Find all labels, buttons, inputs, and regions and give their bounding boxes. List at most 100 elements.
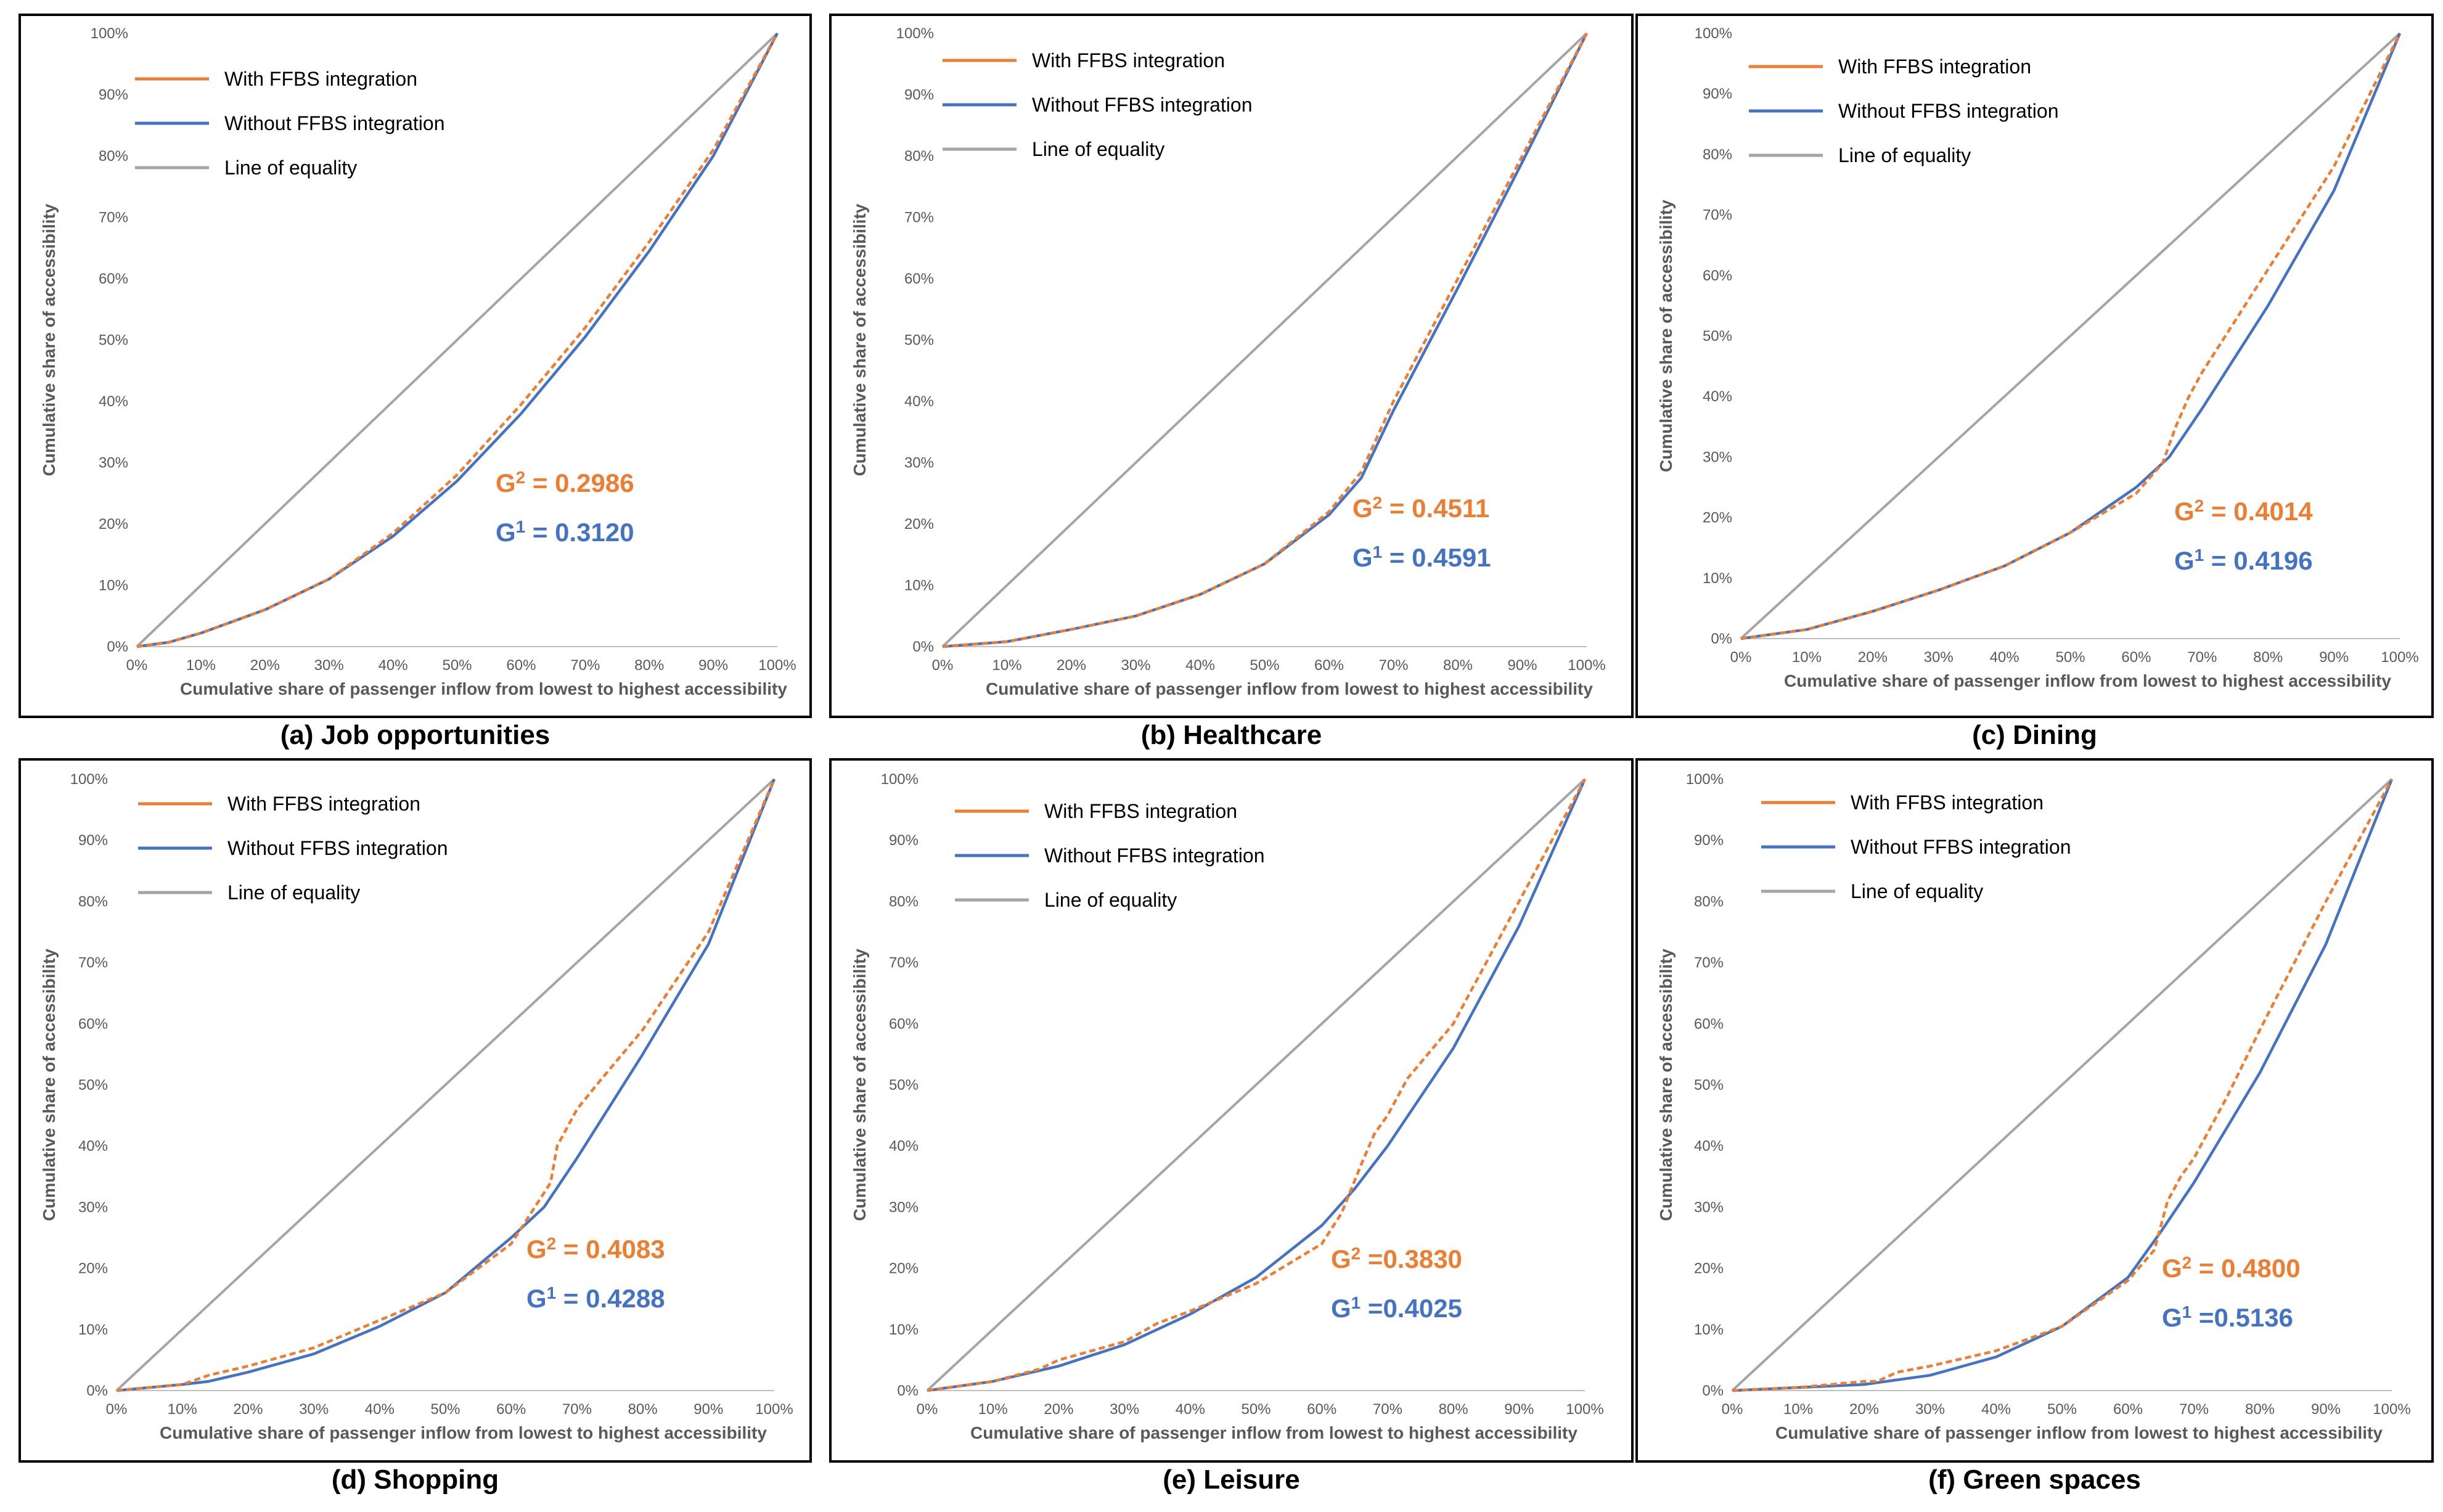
x-tick-label: 20%	[1858, 649, 1888, 666]
x-tick-label: 50%	[2055, 649, 2085, 666]
y-tick-label: 40%	[78, 1138, 108, 1154]
legend-label-equality: Line of equality	[1032, 138, 1164, 160]
series-line-equality	[115, 778, 775, 1392]
x-tick-label: 70%	[562, 1401, 592, 1418]
x-tick-label: 90%	[2311, 1401, 2341, 1418]
gini-with-ffbs: G2 = 0.2986	[496, 468, 634, 497]
chart-svg: 0% 0% 10% 10% 20% 20% 30% 30% 40% 40% 50% 50% 60% 60%…	[39, 771, 793, 1442]
gini-with-ffbs: G2 = 0.4014	[2174, 496, 2313, 526]
x-tick-label: 40%	[365, 1401, 395, 1418]
y-tick-label: 40%	[99, 393, 128, 410]
y-tick-label: 100%	[881, 771, 919, 788]
y-tick-label: 10%	[889, 1322, 919, 1338]
x-tick-label: 80%	[634, 657, 664, 674]
y-tick-label: 0%	[107, 639, 128, 655]
y-tick-label: 100%	[896, 25, 934, 42]
legend-label-with: With FFBS integration	[1044, 800, 1237, 822]
series-line-with	[1740, 33, 2402, 640]
x-tick-label: 20%	[1849, 1401, 1879, 1418]
chart-panel: 0% 0% 10% 10% 20% 20% 30% 30% 40% 40% 50% 50% 60% 60%…	[829, 14, 1634, 718]
x-tick-label: 10%	[1783, 1401, 1813, 1418]
x-tick-label: 0%	[917, 1401, 938, 1418]
y-tick-label: 0%	[897, 1383, 919, 1399]
x-tick-label: 100%	[758, 657, 796, 674]
y-tick-label: 70%	[1694, 955, 1724, 971]
x-tick-label: 0%	[1730, 649, 1752, 666]
y-tick-label: 100%	[70, 771, 108, 788]
x-tick-label: 20%	[250, 657, 280, 674]
gini-with-ffbs: G2 = 0.4083	[526, 1234, 665, 1264]
series-line-with	[116, 778, 776, 1392]
y-tick-label: 60%	[889, 1016, 919, 1032]
x-tick-label: 60%	[2113, 1401, 2143, 1418]
y-tick-label: 90%	[1703, 86, 1732, 102]
y-tick-label: 30%	[78, 1199, 108, 1216]
y-tick-label: 100%	[1686, 771, 1724, 788]
y-tick-label: 40%	[1703, 388, 1732, 405]
y-tick-label: 20%	[1694, 1261, 1724, 1277]
gini-without-ffbs: G1 =0.5136	[2162, 1302, 2293, 1332]
x-tick-label: 60%	[1314, 657, 1344, 674]
x-tick-label: 70%	[1373, 1401, 1402, 1418]
x-tick-label: 90%	[1507, 657, 1537, 674]
legend-label-equality: Line of equality	[224, 157, 357, 179]
y-tick-label: 50%	[99, 332, 128, 349]
x-tick-label: 30%	[299, 1401, 329, 1418]
y-tick-label: 30%	[99, 455, 128, 472]
x-tick-label: 100%	[2381, 649, 2418, 666]
gini-without-ffbs: G1 = 0.3120	[496, 517, 634, 547]
x-tick-label: 0%	[126, 657, 148, 674]
y-tick-label: 60%	[904, 271, 934, 287]
x-tick-label: 30%	[1121, 657, 1150, 674]
y-tick-label: 70%	[904, 210, 934, 226]
x-tick-label: 30%	[314, 657, 344, 674]
x-tick-label: 10%	[186, 657, 216, 674]
y-tick-label: 20%	[99, 516, 128, 533]
gini-without-ffbs: G1 = 0.4591	[1352, 542, 1491, 572]
series-line-equality	[1740, 32, 2401, 640]
y-tick-label: 60%	[1703, 268, 1732, 284]
x-tick-label: 0%	[932, 657, 954, 674]
series-line-with	[927, 778, 1586, 1392]
y-tick-label: 40%	[904, 393, 934, 410]
chart-svg: 0% 0% 10% 10% 20% 20% 30% 30% 40% 40% 50% 50% 60% 60%…	[1656, 771, 2411, 1442]
x-tick-label: 80%	[1439, 1401, 1468, 1418]
x-tick-label: 30%	[1110, 1401, 1139, 1418]
y-tick-label: 40%	[1694, 1138, 1724, 1154]
y-axis-title: Cumulative share of accessibility	[850, 203, 869, 476]
x-tick-label: 70%	[2187, 649, 2217, 666]
x-tick-label: 40%	[1185, 657, 1215, 674]
y-tick-label: 50%	[904, 332, 934, 349]
legend-label-with: With FFBS integration	[1838, 55, 2031, 78]
x-tick-label: 20%	[1044, 1401, 1073, 1418]
legend-label-with: With FFBS integration	[1032, 49, 1225, 72]
y-tick-label: 30%	[889, 1199, 919, 1216]
chart-panel: 0% 0% 10% 10% 20% 20% 30% 30% 40% 40% 50% 50% 60% 60%…	[18, 758, 812, 1463]
x-axis-title: Cumulative share of passenger inflow fro…	[986, 679, 1593, 698]
x-tick-label: 80%	[2253, 649, 2283, 666]
legend-label-without: Without FFBS integration	[227, 837, 448, 859]
gini-without-ffbs: G1 = 0.4196	[2174, 546, 2313, 575]
y-tick-label: 20%	[904, 516, 934, 533]
y-tick-label: 0%	[86, 1383, 108, 1399]
y-tick-label: 60%	[78, 1016, 108, 1032]
x-tick-label: 100%	[1568, 657, 1605, 674]
gini-with-ffbs: G2 = 0.4511	[1352, 493, 1489, 523]
series-line-with	[942, 32, 1588, 648]
panel-caption: (c) Dining	[1972, 720, 2097, 750]
legend-label-without: Without FFBS integration	[1851, 836, 2071, 858]
chart-svg: 0% 0% 10% 10% 20% 20% 30% 30% 40% 40% 50% 50% 60% 60%…	[850, 771, 1604, 1442]
x-tick-label: 0%	[1722, 1401, 1743, 1418]
x-tick-label: 10%	[992, 657, 1021, 674]
x-tick-label: 50%	[442, 657, 472, 674]
x-axis-title: Cumulative share of passenger inflow fro…	[970, 1423, 1578, 1442]
x-tick-label: 60%	[496, 1401, 526, 1418]
x-tick-label: 40%	[1176, 1401, 1205, 1418]
x-tick-label: 60%	[2121, 649, 2151, 666]
y-tick-label: 20%	[889, 1261, 919, 1277]
y-tick-label: 80%	[99, 148, 128, 165]
series-line-equality	[136, 32, 779, 648]
gini-with-ffbs: G2 =0.3830	[1331, 1244, 1462, 1273]
x-tick-label: 100%	[755, 1401, 793, 1418]
panel-caption: (e) Leisure	[1163, 1465, 1300, 1495]
